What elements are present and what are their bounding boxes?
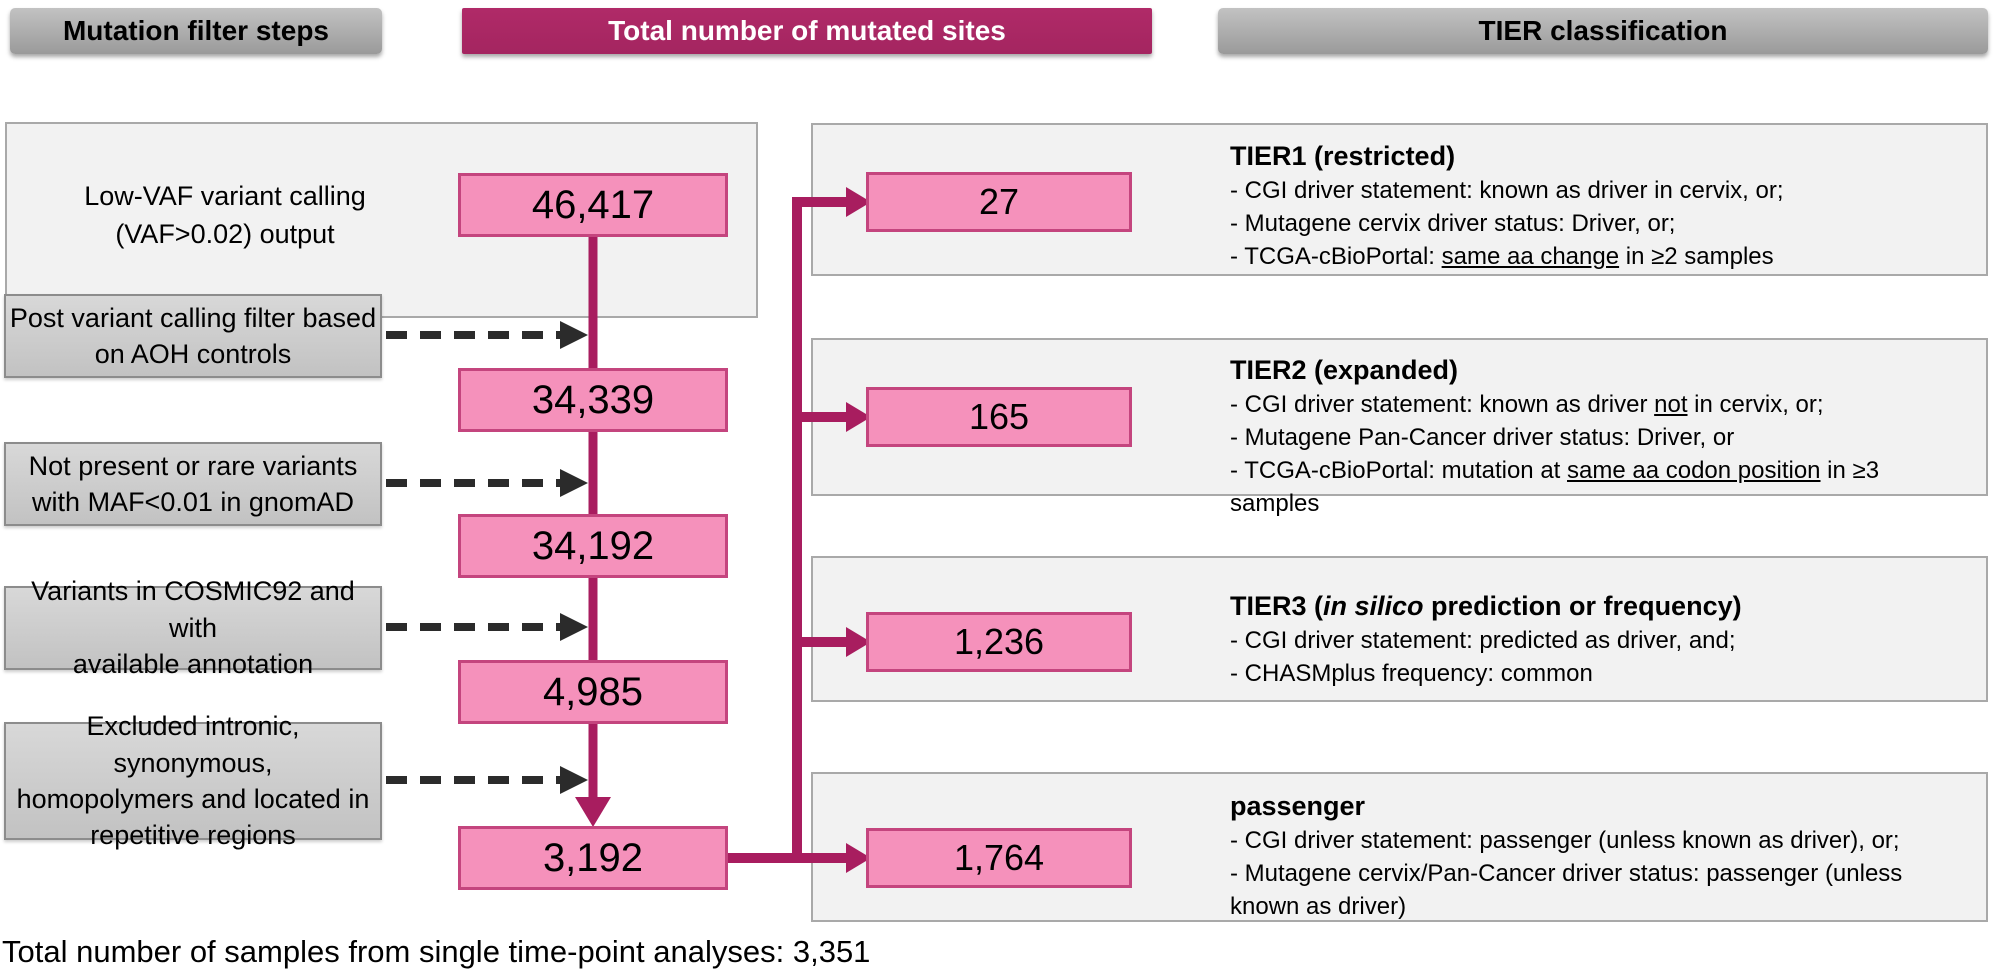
tier1-bullet: - TCGA-cBioPortal: same aa change in ≥2 … [1230,243,1774,270]
tier2-bullet: - TCGA-cBioPortal: mutation at same aa c… [1230,457,1880,517]
source-label: Low-VAF variant calling (VAF>0.02) outpu… [84,181,366,249]
count-box-step2: 34,339 [458,368,728,432]
passenger-description: passenger - CGI driver statement: passen… [1230,788,1975,923]
tier1-arrowhead [846,187,871,217]
tier-trunk-line [725,197,846,863]
filter-arrowhead-1 [560,321,588,349]
filter-box-cosmic-annotation: Variants in COSMIC92 and with available … [4,576,382,679]
tier3-bullet: - CHASMplus frequency: common [1230,660,1593,687]
tier2-bullet: - CGI driver statement: known as driver … [1230,391,1824,418]
tier1-title: TIER1 (restricted) [1230,141,1456,171]
tier3-arrowhead [846,627,871,657]
tier1-count-box: 27 [866,172,1132,232]
passenger-bullet: - Mutagene cervix/Pan-Cancer driver stat… [1230,860,1903,920]
tier2-count-box: 165 [866,387,1132,447]
count-box-step3: 34,192 [458,514,728,578]
passenger-arrowhead [846,843,871,873]
header-total-mutated-sites: Total number of mutated sites [462,8,1152,54]
down-arrowhead [575,797,611,827]
header-mutation-filter-steps: Mutation filter steps [10,8,382,54]
tier2-arrowhead [846,402,871,432]
passenger-title: passenger [1230,791,1366,821]
count-box-step5: 3,192 [458,826,728,890]
passenger-bullet: - CGI driver statement: passenger (unles… [1230,827,1900,854]
header-tier-classification: TIER classification [1218,8,1988,54]
filter-arrowhead-2 [560,469,588,497]
count-box-step1: 46,417 [458,173,728,237]
tier1-bullet: - CGI driver statement: known as driver … [1230,177,1784,204]
tier3-description: TIER3 (in silico prediction or frequency… [1230,588,1975,690]
tier1-description: TIER1 (restricted) - CGI driver statemen… [1230,138,1975,273]
tier2-title: TIER2 (expanded) [1230,355,1459,385]
tier3-bullet: - CGI driver statement: predicted as dri… [1230,627,1736,654]
count-box-step4: 4,985 [458,660,728,724]
tier3-title: TIER3 (in silico prediction or frequency… [1230,591,1742,621]
tier2-description: TIER2 (expanded) - CGI driver statement:… [1230,352,1975,520]
filter-box-excluded-regions: Excluded intronic, synonymous, homopolym… [4,711,382,850]
passenger-count-box: 1,764 [866,828,1132,888]
tier3-count-box: 1,236 [866,612,1132,672]
tier2-bullet: - Mutagene Pan-Cancer driver status: Dri… [1230,424,1735,451]
total-samples-caption: Total number of samples from single time… [2,934,871,969]
passenger-panel [811,772,1988,922]
filter-box-aoh-controls: Post variant calling filter based on AOH… [4,294,382,378]
filter-arrowhead-3 [560,613,588,641]
tier1-bullet: - Mutagene cervix driver status: Driver,… [1230,210,1676,237]
filter-arrowhead-4 [560,766,588,794]
filter-box-gnomad-maf: Not present or rare variants with MAF<0.… [4,442,382,526]
